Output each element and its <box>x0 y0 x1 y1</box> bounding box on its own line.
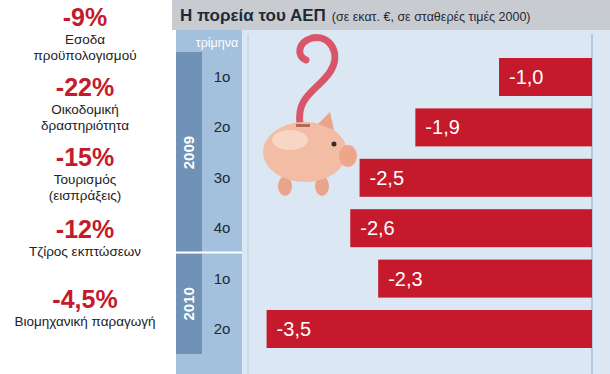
data-label: -2,6 <box>360 217 394 239</box>
bar <box>415 108 592 146</box>
group-label: 2010 <box>181 287 198 320</box>
stat-value: -12% <box>56 215 114 243</box>
stat-caption: (εισπράξεις) <box>49 188 122 203</box>
category-label: 2ο <box>214 118 231 135</box>
stat-caption: προϋπολογισμού <box>33 48 136 63</box>
data-label: -2,5 <box>370 167 404 189</box>
category-column <box>176 30 242 374</box>
stat-caption: Βιομηχανική παραγωγή <box>14 314 155 329</box>
side-panel: -9%Εσοδαπροϋπολογισμού -22%Οικοδομικήδρασ… <box>14 3 155 329</box>
subtitle: (σε εκατ. €, σε σταθερές τιμές 2000) <box>332 10 531 24</box>
axis-label: τρίμηνα <box>196 36 238 50</box>
stat-caption: Τζίρος εκπτώσεων <box>29 244 141 259</box>
stat-caption: Οικοδομική <box>51 102 119 117</box>
group-label: 2009 <box>181 136 198 169</box>
pig-ear <box>318 112 334 130</box>
stat-caption: Εσοδα <box>65 32 105 47</box>
stat-value: -15% <box>56 143 114 171</box>
category-label: 1ο <box>214 68 231 85</box>
pig-slot <box>296 124 310 127</box>
bar <box>267 310 592 348</box>
data-label: -1,0 <box>509 66 543 88</box>
data-label: -1,9 <box>425 116 459 138</box>
data-labels: -1,0 -1,9 -2,5 -2,6 -2,3 -3,5 <box>277 66 544 340</box>
stat-caption: Τουρισμός <box>54 172 117 187</box>
bar <box>360 159 592 197</box>
category-label: 1ο <box>214 270 231 287</box>
year-strip <box>176 52 202 253</box>
bar <box>350 209 592 247</box>
pig-eye <box>332 142 337 147</box>
piggy-illustration <box>263 37 357 196</box>
year-strip <box>176 254 202 354</box>
bars <box>267 58 592 348</box>
stat-value: -22% <box>56 73 114 101</box>
data-label: -3,5 <box>277 318 311 340</box>
ribbon <box>300 37 335 124</box>
group-divider <box>176 252 242 254</box>
category-label: 2ο <box>214 320 231 337</box>
stat-caption: δραστηριότητα <box>41 118 129 133</box>
chart: -9%Εσοδαπροϋπολογισμού -22%Οικοδομικήδρασ… <box>0 0 610 374</box>
bar <box>499 58 592 96</box>
pig-highlight <box>272 130 308 150</box>
category-label: 3ο <box>214 169 231 186</box>
pig-body <box>263 122 347 182</box>
data-label: -2,3 <box>388 268 422 290</box>
bar <box>378 260 592 298</box>
stat-value: -9% <box>63 3 107 31</box>
category-label: 4ο <box>214 219 231 236</box>
title: Η πορεία του ΑΕΠ <box>180 6 326 25</box>
range-start-line <box>248 34 249 374</box>
plot-background <box>242 30 610 374</box>
pig-snout <box>339 145 357 167</box>
stat-value: -4,5% <box>52 285 117 313</box>
header-bar <box>172 0 610 30</box>
